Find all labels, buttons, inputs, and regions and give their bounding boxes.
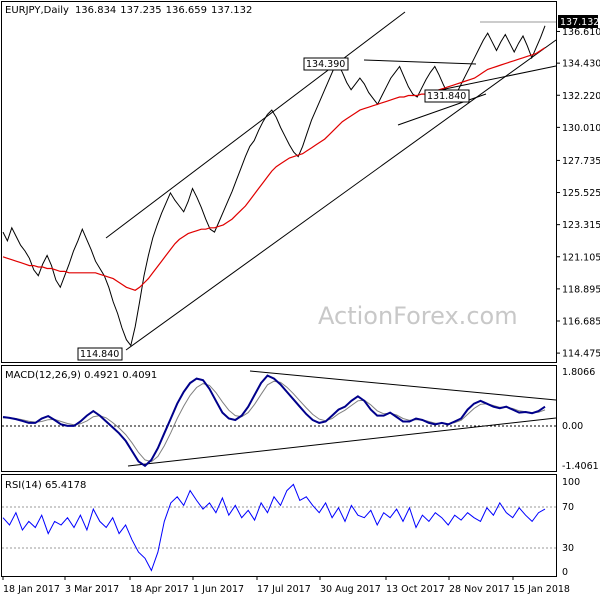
support-trendline [439, 65, 557, 91]
rsi-tick-100: 100 [562, 477, 580, 488]
x-tick-label: 30 Aug 2017 [320, 584, 381, 595]
macd-tick-zero: 0.00 [562, 421, 583, 432]
price-trendlines [105, 11, 557, 351]
rsi-panel-frame [1, 474, 557, 577]
moving-average-line [2, 47, 546, 291]
price-tick-label: 136.610 [562, 27, 600, 38]
macd-y-axis: 1.8066 0.00 -1.4061 [562, 367, 599, 472]
rsi-line [2, 483, 546, 572]
rsi-tick-30: 30 [562, 543, 574, 554]
price-title: EURJPY,Daily 136.834 137.235 136.659 137.132 [5, 5, 252, 16]
price-tick-label: 125.525 [562, 188, 600, 199]
annotation-114840: 114.840 [77, 347, 123, 361]
rsi-tick-0: 0 [562, 567, 568, 578]
macd-upper-trendline [249, 370, 557, 401]
macd-tick-bottom: -1.4061 [562, 461, 599, 472]
price-y-axis: 136.610 134.430 132.220 130.010 127.735 125.5… [556, 27, 600, 360]
price-tick-label: 118.895 [562, 284, 600, 295]
x-axis: 18 Jan 2017 3 Mar 2017 18 Apr 2017 1 Jun 20… [2, 576, 570, 595]
price-tick-label: 130.010 [562, 123, 600, 134]
x-tick-label: 28 Nov 2017 [449, 584, 510, 595]
x-tick-label: 15 Jan 2018 [513, 584, 570, 595]
macd-lower-trendline [127, 417, 557, 467]
x-tick-label: 17 Jul 2017 [257, 584, 311, 595]
macd-title: MACD(12,26,9) 0.4921 0.4091 [5, 370, 157, 381]
svg-text:134.390: 134.390 [306, 59, 345, 70]
x-tick-label: 13 Oct 2017 [386, 584, 445, 595]
svg-text:131.840: 131.840 [427, 91, 466, 102]
annotation-131840: 131.840 [424, 89, 470, 103]
price-tick-label: 121.105 [562, 252, 600, 263]
price-tick-label: 134.430 [562, 59, 600, 70]
svg-text:114.840: 114.840 [80, 349, 119, 360]
price-tick-label: 116.685 [562, 316, 600, 327]
price-series-line [2, 25, 546, 347]
last-price-badge: 137.132 [558, 15, 599, 28]
rsi-tick-70: 70 [562, 502, 574, 513]
x-tick-label: 18 Jan 2017 [3, 584, 60, 595]
svg-text:137.132: 137.132 [560, 17, 599, 28]
price-tick-label: 114.475 [562, 349, 600, 360]
neckline-bottom [397, 93, 487, 126]
rsi-title: RSI(14) 65.4178 [5, 480, 86, 491]
rsi-y-axis: 100 70 30 0 [562, 477, 580, 578]
macd-panel-frame [1, 365, 557, 472]
neckline-top [363, 59, 477, 65]
x-tick-label: 18 Apr 2017 [130, 584, 189, 595]
x-tick-label: 3 Mar 2017 [65, 584, 119, 595]
macd-signal-line [3, 380, 546, 463]
price-tick-label: 132.220 [562, 91, 600, 102]
price-panel-frame [1, 1, 557, 363]
lower-channel-line [125, 39, 557, 351]
x-tick-label: 1 Jun 2017 [193, 584, 244, 595]
macd-tick-top: 1.8066 [562, 367, 595, 378]
price-tick-label: 123.315 [562, 220, 600, 231]
annotation-134390: 134.390 [303, 57, 349, 71]
price-tick-label: 127.735 [562, 156, 600, 167]
macd-line [2, 374, 546, 468]
upper-channel-line [105, 11, 406, 239]
watermark: ActionForex.com [318, 302, 518, 330]
